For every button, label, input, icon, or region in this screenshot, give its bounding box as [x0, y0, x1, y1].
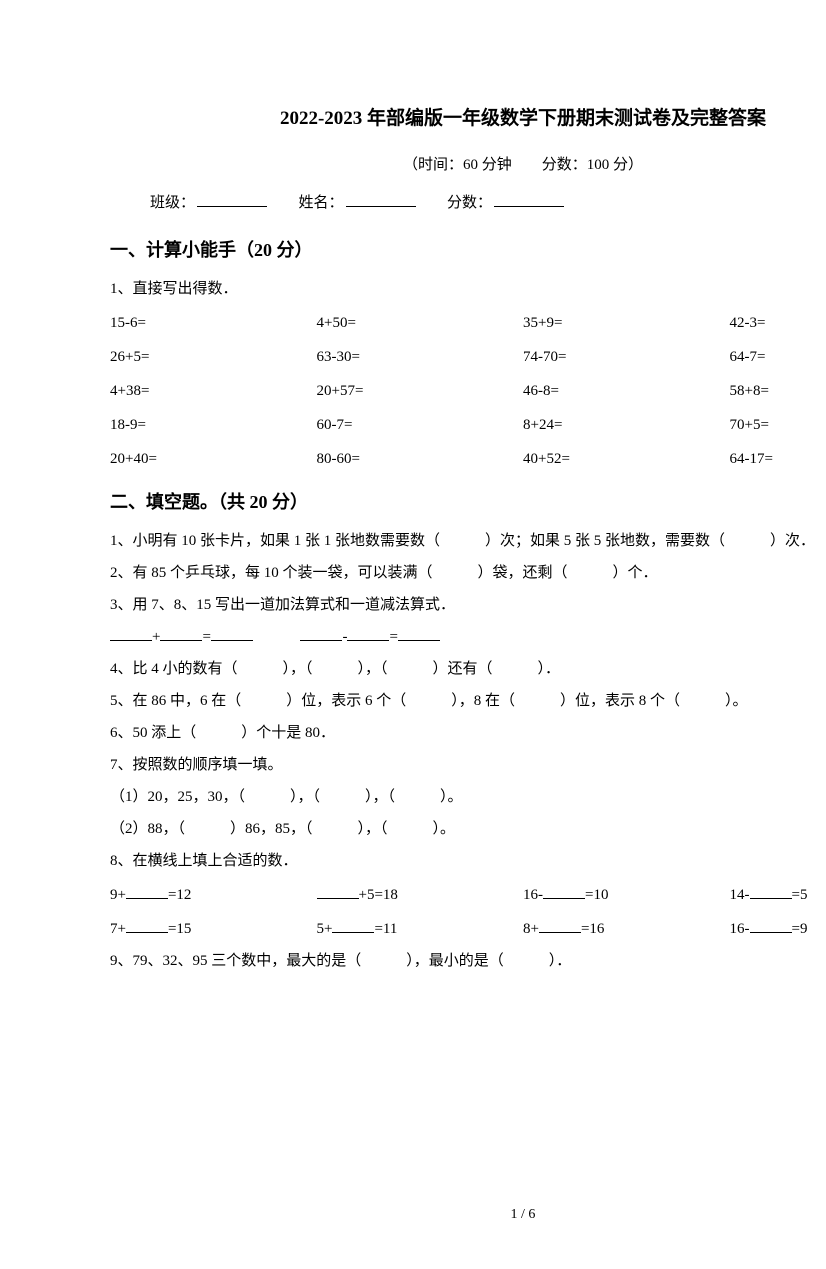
calc-cell: 60-7= [317, 408, 524, 442]
table-row: 7+=15 5+=11 8+=16 16-=9 [110, 912, 826, 946]
fill-cell: 16-=10 [523, 878, 730, 912]
calc-cell: 20+40= [110, 442, 317, 476]
s2-q5: 5、在 86 中，6 在（ ）位，表示 6 个（ ），8 在（ ）位，表示 8 … [110, 686, 826, 716]
score-blank [494, 206, 564, 207]
calc-cell: 4+38= [110, 374, 317, 408]
fill-cell: 8+=16 [523, 912, 730, 946]
calc-cell: 4+50= [317, 306, 524, 340]
calc-cell: 35+9= [523, 306, 730, 340]
table-row: 20+40= 80-60= 40+52= 64-17= [110, 442, 826, 476]
s2-q3-eq: += -= [110, 622, 826, 652]
s2-q4: 4、比 4 小的数有（ ），（ ），（ ）还有（ ）． [110, 654, 826, 684]
class-blank [197, 206, 267, 207]
s2-q9: 9、79、32、95 三个数中，最大的是（ ），最小的是（ ）． [110, 946, 826, 976]
calc-cell: 20+57= [317, 374, 524, 408]
calc-cell: 15-6= [110, 306, 317, 340]
fill-cell: 7+=15 [110, 912, 317, 946]
class-label: 班级： [150, 195, 195, 211]
fill-cell: 9+=12 [110, 878, 317, 912]
calc-cell: 8+24= [523, 408, 730, 442]
calc-cell: 64-7= [730, 340, 826, 374]
calc-cell: 74-70= [523, 340, 730, 374]
student-info-row: 班级： 姓名： 分数： [110, 188, 826, 218]
q1-label: 1、直接写出得数． [110, 274, 826, 304]
calc-cell: 46-8= [523, 374, 730, 408]
fill-cell: 14-=5 [730, 878, 826, 912]
table-row: 9+=12 +5=18 16-=10 14-=5 [110, 878, 826, 912]
s2-q7-1: （1）20，25，30，（ ），（ ），（ ）。 [110, 782, 826, 812]
calc-table: 15-6= 4+50= 35+9= 42-3= 26+5= 63-30= 74-… [110, 306, 826, 476]
name-label: 姓名： [299, 195, 344, 211]
calc-cell: 63-30= [317, 340, 524, 374]
calc-cell: 58+8= [730, 374, 826, 408]
page-number: 1 / 6 [110, 1201, 826, 1229]
s2-q7: 7、按照数的顺序填一填。 [110, 750, 826, 780]
timing-line: （时间：60 分钟 分数：100 分） [110, 150, 826, 180]
calc-cell: 42-3= [730, 306, 826, 340]
fill-cell: 16-=9 [730, 912, 826, 946]
table-row: 18-9= 60-7= 8+24= 70+5= [110, 408, 826, 442]
calc-cell: 40+52= [523, 442, 730, 476]
calc-cell: 26+5= [110, 340, 317, 374]
fill-cell: +5=18 [317, 878, 524, 912]
s2-q1: 1、小明有 10 张卡片，如果 1 张 1 张地数需要数（ ）次；如果 5 张 … [110, 526, 826, 556]
page-title: 2022-2023 年部编版一年级数学下册期末测试卷及完整答案 [110, 100, 826, 138]
table-row: 15-6= 4+50= 35+9= 42-3= [110, 306, 826, 340]
s2-q7-2: （2）88，（ ）86，85，（ ），（ ）。 [110, 814, 826, 844]
section2-heading: 二、填空题。（共 20 分） [110, 484, 826, 520]
score-label: 分数： [447, 195, 492, 211]
calc-cell: 80-60= [317, 442, 524, 476]
section1-heading: 一、计算小能手（20 分） [110, 232, 826, 268]
s2-q2: 2、有 85 个乒乓球，每 10 个装一袋，可以装满（ ）袋，还剩（ ）个． [110, 558, 826, 588]
fill-table: 9+=12 +5=18 16-=10 14-=5 7+=15 5+=11 8+=… [110, 878, 826, 946]
fill-cell: 5+=11 [317, 912, 524, 946]
s2-q8: 8、在横线上填上合适的数． [110, 846, 826, 876]
s2-q6: 6、50 添上（ ）个十是 80． [110, 718, 826, 748]
calc-cell: 18-9= [110, 408, 317, 442]
calc-cell: 70+5= [730, 408, 826, 442]
s2-q3: 3、用 7、8、15 写出一道加法算式和一道减法算式． [110, 590, 826, 620]
table-row: 4+38= 20+57= 46-8= 58+8= [110, 374, 826, 408]
name-blank [346, 206, 416, 207]
calc-cell: 64-17= [730, 442, 826, 476]
table-row: 26+5= 63-30= 74-70= 64-7= [110, 340, 826, 374]
